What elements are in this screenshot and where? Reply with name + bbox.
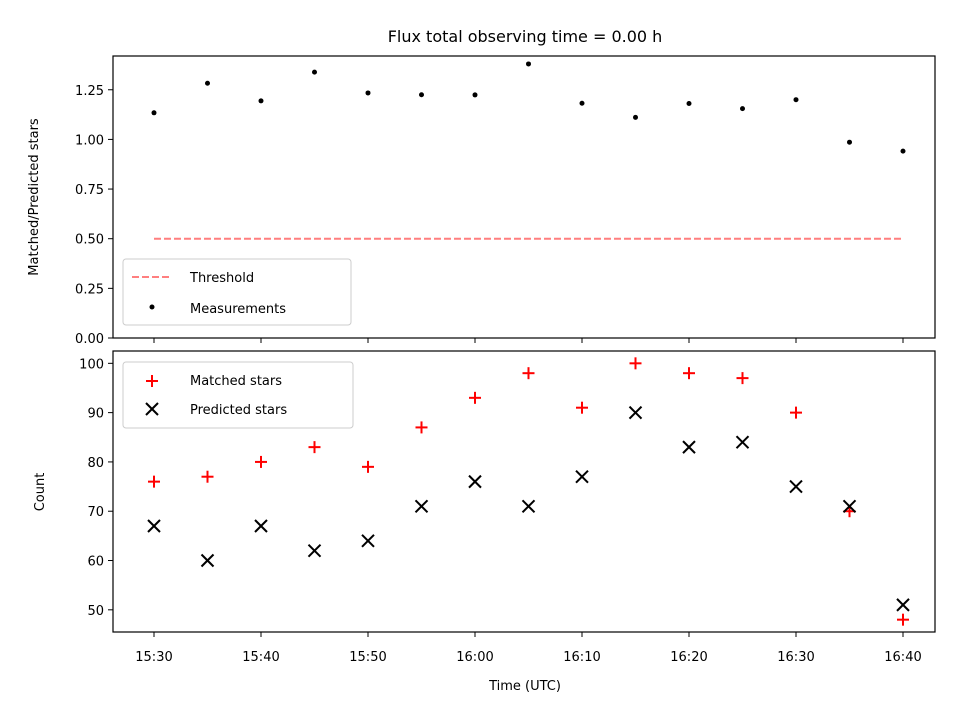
ratio-panel: Flux total observing time = 0.00 h Match… xyxy=(27,27,936,347)
bottom-y-axis-label: Count xyxy=(33,473,48,512)
measurement-point xyxy=(740,106,745,112)
top-legend-box xyxy=(122,258,352,326)
predicted-star-point xyxy=(468,474,482,489)
x-tick-label: 15:40 xyxy=(242,650,279,665)
top-y-tick-label: 0.00 xyxy=(75,332,104,347)
matched-star-point xyxy=(576,401,588,414)
top-plot-frame xyxy=(112,55,936,339)
predicted-star-point xyxy=(147,519,161,533)
measurement-point xyxy=(633,114,638,120)
predicted-star-point xyxy=(789,479,803,494)
x-tick-label: 16:10 xyxy=(563,650,600,665)
matched-star-point xyxy=(201,470,214,483)
measurement-point xyxy=(258,98,264,104)
predicted-star-point xyxy=(735,435,750,449)
top-y-ticks: 0.00 0.25 0.50 0.75 1.00 1.25 xyxy=(75,84,113,347)
top-y-tick-label: 0.25 xyxy=(75,282,104,297)
top-y-tick-label: 0.50 xyxy=(75,233,104,248)
measurement-point xyxy=(205,80,210,86)
matched-star-point xyxy=(790,406,802,419)
matched-star-point xyxy=(469,391,481,404)
predicted-legend-swatch xyxy=(145,402,159,416)
predicted-star-point xyxy=(414,499,429,513)
measurement-point xyxy=(365,90,371,96)
matched-star-point xyxy=(255,455,267,468)
predicted-star-point xyxy=(307,543,322,558)
matched-star-point xyxy=(415,421,428,434)
x-tick-label: 16:00 xyxy=(456,650,493,665)
predicted-star-point xyxy=(896,598,910,612)
matched-star-point xyxy=(629,357,642,370)
predicted-star-point xyxy=(682,440,696,454)
matched-legend-label: Matched stars xyxy=(190,374,282,389)
matched-star-point xyxy=(148,475,160,488)
predicted-star-point xyxy=(842,499,857,513)
predicted-star-point xyxy=(521,499,536,513)
predicted-legend-label: Predicted stars xyxy=(190,403,287,418)
bottom-marks xyxy=(147,357,910,626)
predicted-star-point xyxy=(254,519,268,533)
matched-star-point xyxy=(362,460,374,473)
bottom-y-ticks: 50 60 70 80 90 100 xyxy=(79,357,113,619)
chart-title: Flux total observing time = 0.00 h xyxy=(388,27,663,46)
predicted-star-point xyxy=(575,470,589,484)
bottom-plot-frame xyxy=(112,350,936,633)
x-tick-label: 15:50 xyxy=(349,650,386,665)
matched-star-point xyxy=(522,367,535,380)
top-y-tick-label: 0.75 xyxy=(75,183,104,198)
bottom-y-tick-label: 90 xyxy=(87,407,104,422)
measurements-legend-swatch xyxy=(149,304,155,310)
measurement-point xyxy=(472,92,478,98)
matched-star-point xyxy=(308,441,321,454)
x-tick-label: 16:20 xyxy=(670,650,707,665)
measurement-point xyxy=(793,97,799,103)
measurement-point xyxy=(847,139,852,145)
bottom-y-tick-label: 70 xyxy=(87,505,104,520)
bottom-y-tick-label: 80 xyxy=(87,456,104,471)
matched-legend-swatch xyxy=(146,375,158,387)
measurement-point xyxy=(419,92,424,98)
measurement-point xyxy=(900,148,906,154)
threshold-legend-label: Threshold xyxy=(189,271,254,286)
bottom-y-tick-label: 60 xyxy=(87,555,104,570)
measurement-point xyxy=(151,110,157,116)
top-y-axis-label: Matched/Predicted stars xyxy=(27,118,42,276)
measurement-point xyxy=(686,100,692,106)
top-y-tick-label: 1.25 xyxy=(75,84,104,99)
predicted-star-point xyxy=(200,553,215,568)
x-tick-label: 16:40 xyxy=(884,650,921,665)
bottom-y-tick-label: 50 xyxy=(87,604,104,619)
measurement-point xyxy=(312,69,317,75)
top-legend: Threshold Measurements xyxy=(122,258,352,326)
measurements-legend-label: Measurements xyxy=(190,302,286,317)
count-panel: Count Time (UTC) 50 60 70 80 90 100 15:30 15:4… xyxy=(33,350,936,694)
matched-star-point xyxy=(897,613,909,626)
bottom-y-tick-label: 100 xyxy=(79,357,104,372)
top-y-tick-label: 1.00 xyxy=(75,133,104,148)
measurement-point xyxy=(526,61,531,67)
predicted-star-point xyxy=(361,534,375,548)
bottom-x-ticks: 15:30 15:40 15:50 16:00 16:10 16:20 16:30 16:40 xyxy=(135,632,922,665)
bottom-legend-box xyxy=(122,361,354,429)
x-tick-label: 15:30 xyxy=(135,650,172,665)
bottom-legend: Matched stars Predicted stars xyxy=(122,361,354,429)
top-x-ticks xyxy=(153,338,904,343)
matched-star-point xyxy=(736,372,749,385)
measurement-point xyxy=(579,100,585,106)
matched-star-point xyxy=(683,367,695,380)
x-axis-label: Time (UTC) xyxy=(488,679,561,694)
predicted-star-point xyxy=(628,405,643,420)
top-marks xyxy=(151,61,906,240)
x-tick-label: 16:30 xyxy=(777,650,814,665)
